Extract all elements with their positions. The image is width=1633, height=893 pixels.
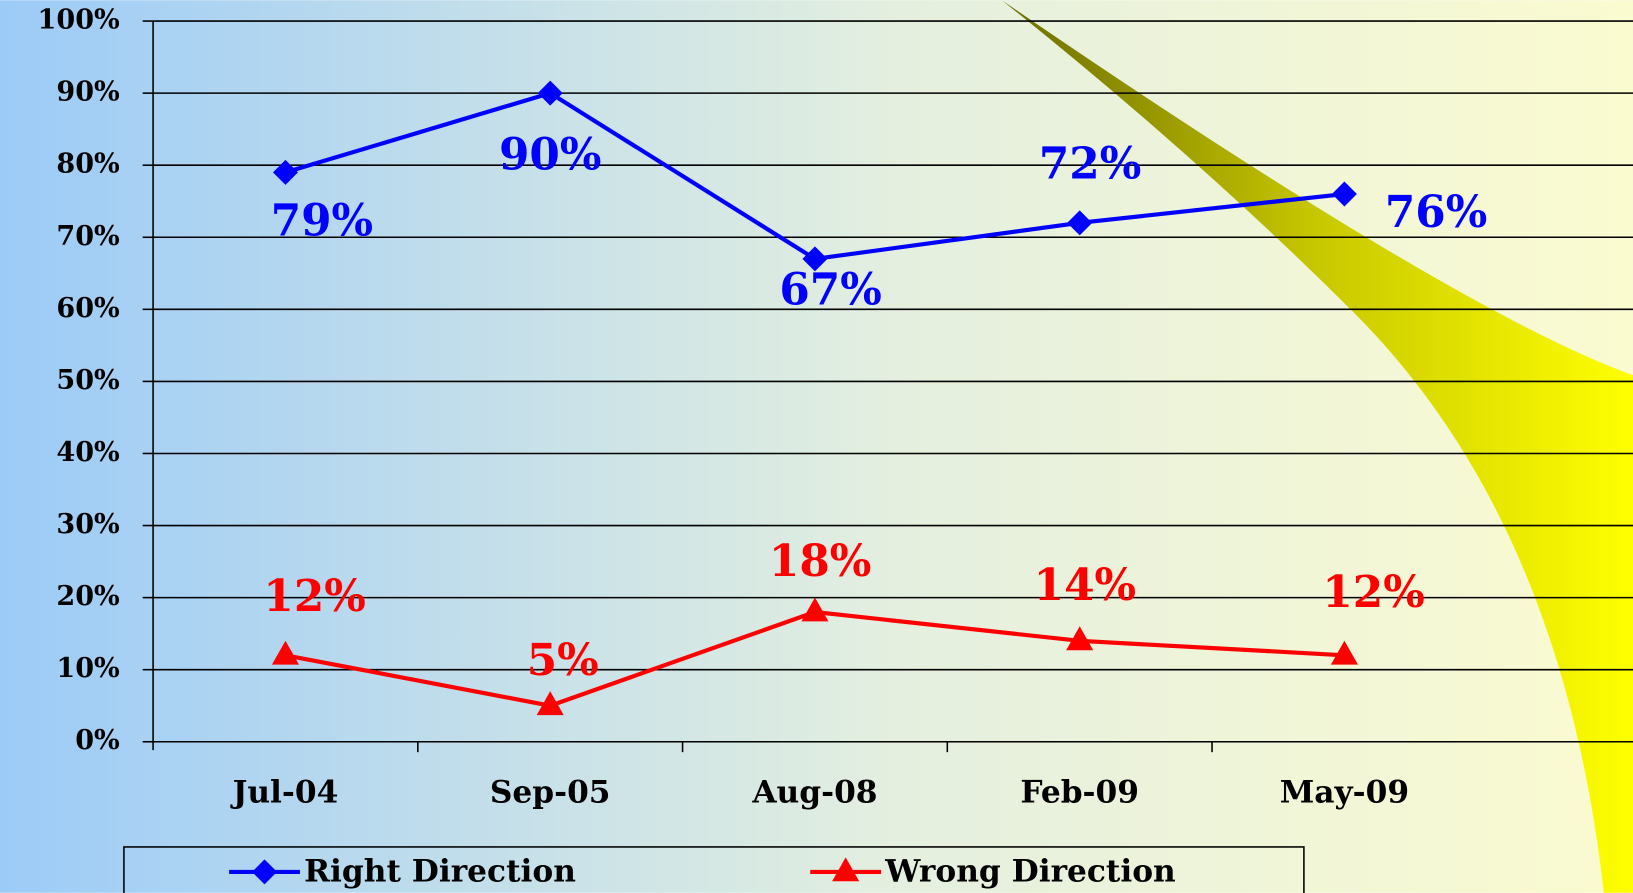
- x-tick-label: Sep-05: [490, 774, 611, 810]
- data-point: [271, 640, 300, 665]
- legend-label: Wrong Direction: [884, 853, 1176, 889]
- data-point: [1066, 626, 1094, 651]
- y-tick-label: 0%: [75, 725, 120, 756]
- x-tick-label: May-09: [1280, 774, 1409, 810]
- y-tick-label: 40%: [56, 437, 120, 468]
- data-label: 5%: [527, 635, 599, 686]
- x-tick-label: Aug-08: [751, 774, 877, 810]
- legend-box: [123, 846, 1305, 893]
- data-point: [1067, 210, 1093, 236]
- y-tick-label: 30%: [56, 509, 120, 540]
- data-label: 12%: [263, 571, 365, 622]
- data-label: 14%: [1034, 560, 1136, 611]
- data-point: [801, 597, 829, 622]
- y-tick-label: 80%: [56, 149, 120, 180]
- data-label: 18%: [769, 536, 871, 587]
- y-tick-label: 60%: [56, 293, 120, 324]
- data-label: 90%: [499, 130, 601, 181]
- data-label: 72%: [1039, 139, 1141, 190]
- data-label: 76%: [1385, 187, 1487, 238]
- data-point: [537, 80, 563, 106]
- data-point: [802, 246, 828, 272]
- data-label: 79%: [271, 195, 373, 246]
- y-tick-label: 10%: [56, 653, 120, 684]
- data-label: 12%: [1322, 567, 1424, 618]
- data-point: [1330, 640, 1358, 665]
- x-tick-label: Feb-09: [1020, 774, 1139, 810]
- legend-marker: [252, 859, 278, 885]
- x-tick-label: Jul-04: [230, 774, 339, 810]
- y-tick-label: 90%: [56, 77, 120, 108]
- data-label: 67%: [779, 264, 881, 315]
- y-tick-label: 70%: [56, 221, 120, 252]
- data-point: [536, 691, 564, 716]
- decoration: [1001, 0, 1633, 893]
- legend-marker: [832, 857, 860, 882]
- y-tick-label: 20%: [56, 581, 120, 612]
- data-point: [272, 159, 298, 185]
- y-tick-label: 50%: [56, 365, 120, 396]
- y-tick-label: 100%: [38, 5, 120, 36]
- legend-label: Right Direction: [304, 853, 576, 889]
